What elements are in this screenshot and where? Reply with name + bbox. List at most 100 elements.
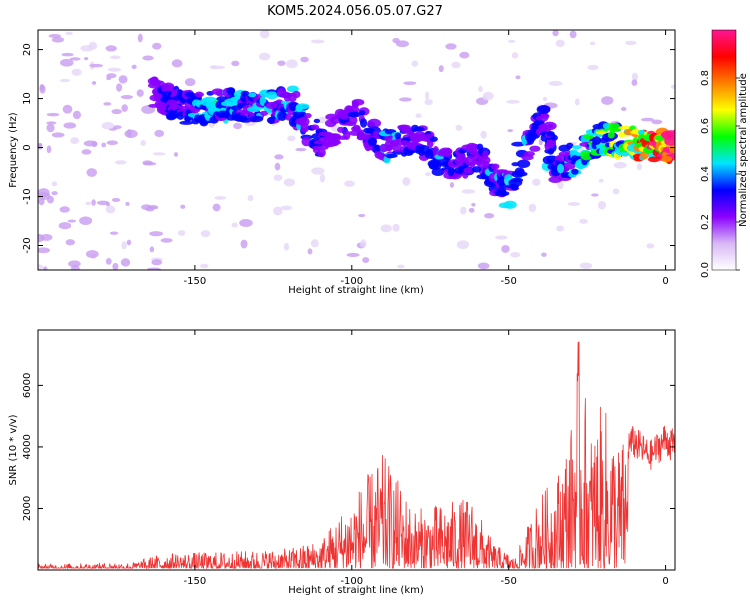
heatmap-noise-cell	[451, 61, 461, 69]
heatmap-signal-cell	[351, 100, 360, 109]
heatmap-noise-cell	[85, 250, 99, 259]
heatmap-signal-cell	[267, 116, 275, 125]
heatmap-noise-cell	[425, 91, 430, 100]
heatmap-signal-cell	[400, 125, 410, 133]
heatmap-noise-cell	[295, 147, 307, 152]
heatmap-noise-cell	[111, 108, 122, 115]
heatmap-noise-cell	[468, 207, 475, 213]
heatmap-noise-cell	[557, 180, 564, 190]
heatmap-noise-cell	[258, 52, 271, 61]
heatmap-signal-cell	[295, 118, 307, 125]
figure-title: KOM5.2024.056.05.07.G27	[267, 4, 443, 19]
heatmap-noise-cell	[459, 51, 470, 59]
heatmap-noise-cell	[38, 142, 43, 150]
heatmap-noise-cell	[541, 252, 547, 257]
heatmap-signal-cell	[295, 104, 303, 113]
heatmap-noise-cell	[411, 60, 419, 67]
heatmap-noise-cell	[392, 223, 400, 232]
heatmap-noise-cell	[137, 33, 143, 43]
heatmap-signal-cell	[327, 140, 342, 145]
heatmap-noise-cell	[152, 152, 166, 156]
heatmap-noise-cell	[591, 193, 599, 197]
heatmap-signal-cell	[508, 178, 523, 187]
heatmap-signal-cell	[571, 155, 579, 161]
heatmap-noise-cell	[48, 34, 62, 38]
heatmap-noise-cell	[46, 145, 52, 154]
heatmap-noise-cell	[532, 178, 541, 186]
heatmap-noise-cell	[112, 125, 122, 130]
heatmap-signal-cell	[490, 163, 500, 170]
heatmap-noise-cell	[511, 52, 519, 59]
heatmap-noise-cell	[109, 231, 119, 235]
heatmap-noise-cell	[154, 129, 165, 138]
heatmap-noise-cell	[625, 40, 637, 46]
heatmap-noise-cell	[300, 56, 309, 63]
snr-x-tick-label: -100	[340, 576, 363, 587]
heatmap-signal-cell	[310, 124, 320, 130]
heatmap-noise-cell	[646, 243, 655, 249]
heatmap-noise-cell	[598, 178, 604, 183]
heatmap-x-tick-label: -150	[184, 276, 207, 287]
heatmap-signal-cell	[260, 110, 269, 116]
heatmap-noise-cell	[59, 58, 74, 67]
heatmap-noise-cell	[273, 206, 283, 216]
heatmap-signal-cell	[248, 92, 257, 98]
heatmap-noise-cell	[480, 130, 487, 139]
heatmap-noise-cell	[358, 213, 366, 218]
heatmap-noise-cell	[51, 36, 65, 43]
heatmap-noise-cell	[579, 218, 588, 224]
heatmap-noise-cell	[147, 267, 161, 270]
snr-x-tick-label: 0	[662, 576, 668, 587]
heatmap-signal-cell	[292, 90, 301, 99]
heatmap-noise-cell	[101, 142, 107, 148]
heatmap-noise-cell	[214, 196, 227, 200]
heatmap-noise-cell	[477, 262, 490, 270]
heatmap-signal-cell	[497, 190, 510, 197]
heatmap-noise-cell	[126, 239, 132, 246]
heatmap-noise-cell	[631, 79, 638, 86]
heatmap-noise-cell	[72, 110, 81, 120]
heatmap-noise-cell	[131, 64, 137, 70]
heatmap-noise-cell	[424, 99, 433, 106]
heatmap-signal-cell	[471, 166, 482, 173]
heatmap-signal-cell	[311, 145, 323, 151]
heatmap-noise-cell	[515, 75, 521, 80]
heatmap-signal-cell	[265, 91, 279, 100]
heatmap-noise-cell	[449, 181, 455, 188]
colorbar-tick-label: 0.8	[700, 70, 711, 86]
heatmap-noise-cell	[149, 246, 155, 253]
heatmap-noise-cell	[125, 201, 130, 206]
heatmap-signal-cell	[529, 145, 541, 152]
heatmap-y-tick-label: -20	[22, 237, 33, 253]
heatmap-signal-cell	[602, 122, 610, 129]
heatmap-signal-cell	[548, 148, 555, 154]
heatmap-noise-cell	[51, 181, 58, 187]
heatmap-noise-cell	[70, 264, 80, 270]
heatmap-noise-cell	[247, 195, 254, 202]
heatmap-noise-cell	[507, 129, 513, 133]
heatmap-signal-cell	[514, 167, 525, 176]
heatmap-signal-cell	[595, 130, 607, 135]
heatmap-signal-cell	[348, 116, 358, 125]
heatmap-noise-cell	[63, 122, 77, 129]
colorbar-tick-label: 0.2	[700, 214, 711, 230]
snr-x-ticks: -150 -100 -50 0	[184, 330, 669, 587]
heatmap-noise-cell	[105, 45, 117, 52]
colorbar-tick-label: 0.6	[700, 118, 711, 134]
heatmap-noise-cell	[579, 262, 593, 269]
heatmap-noise-cell	[51, 132, 65, 138]
heatmap-noise-cell	[151, 259, 163, 266]
heatmap-noise-cell	[83, 140, 97, 147]
heatmap-noise-cell	[65, 31, 73, 36]
heatmap-noise-cell	[631, 72, 639, 82]
heatmap-signal-cell	[394, 132, 402, 140]
heatmap-noise-cell	[574, 98, 580, 106]
heatmap-signal-cell	[325, 113, 338, 121]
heatmap-noise-cell	[171, 59, 183, 68]
heatmap-noise-cell	[71, 68, 82, 76]
heatmap-noise-cell	[85, 201, 92, 206]
heatmap-noise-cell	[38, 264, 44, 270]
heatmap-noise-cell	[651, 119, 663, 125]
heatmap-signal-cell	[503, 200, 517, 209]
heatmap-noise-cell	[231, 60, 240, 67]
